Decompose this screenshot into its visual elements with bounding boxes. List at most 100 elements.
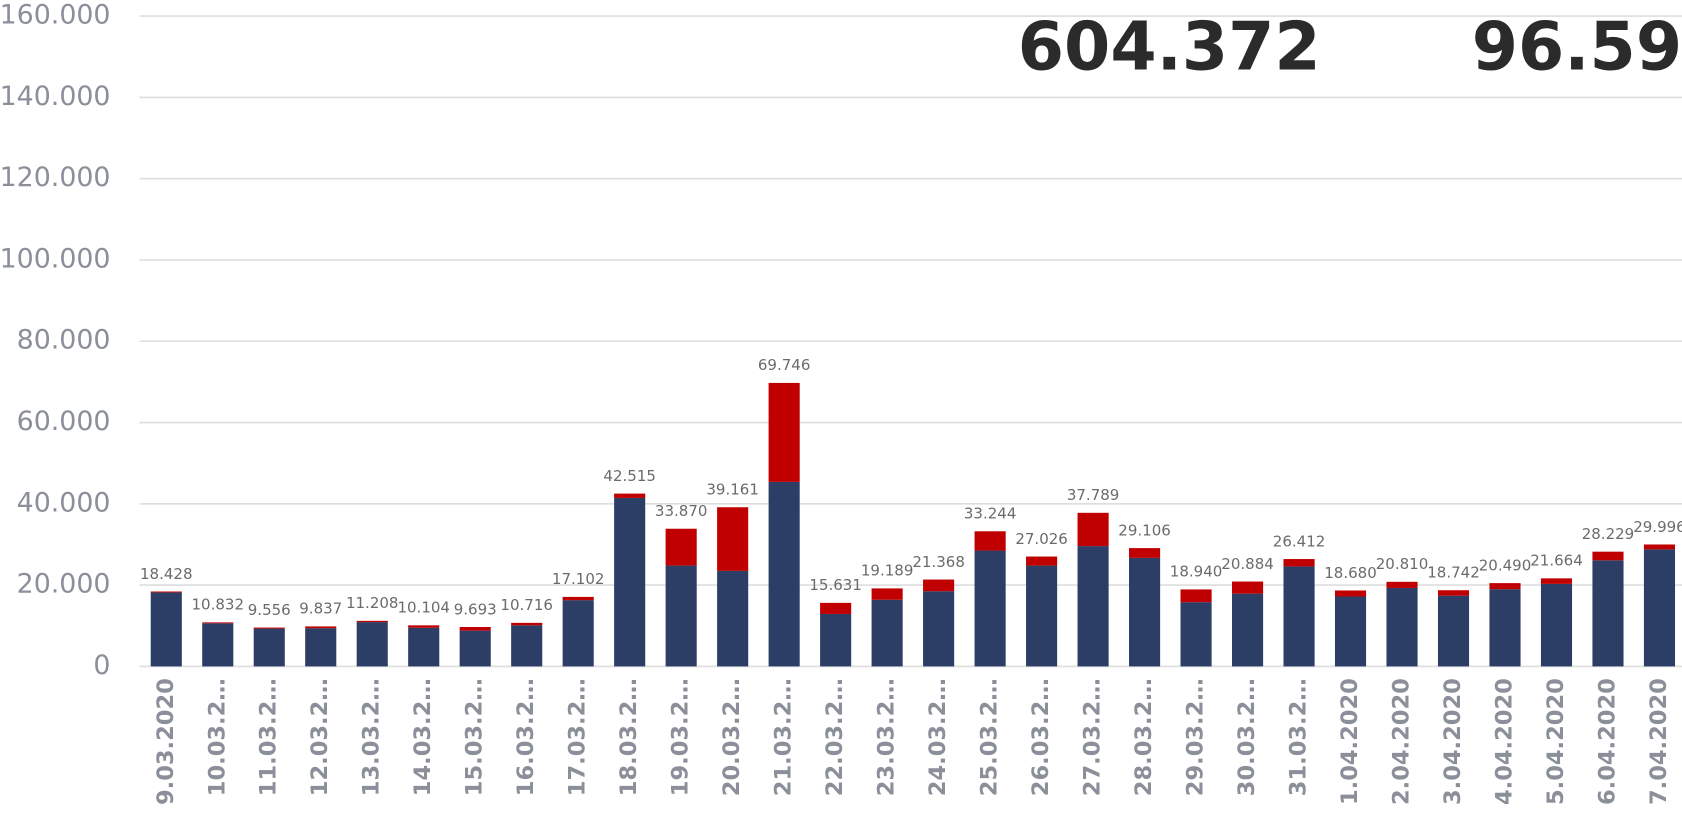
bar-segment [1592, 551, 1624, 561]
x-tick-label: 3.04.2020 [1440, 678, 1466, 805]
y-tick-label: 140.000 [0, 81, 110, 112]
bar-segment [202, 623, 234, 667]
x-tick-label: 21.03.2… [771, 678, 797, 796]
total-label: 18.940 [1170, 563, 1223, 581]
bar-segment [1026, 565, 1058, 667]
bar-segment [768, 481, 800, 667]
x-tick-label: 14.03.2… [410, 678, 436, 796]
bar-segment [665, 565, 697, 667]
x-tick-label: 22.03.2… [822, 678, 848, 796]
total-label: 20.490 [1479, 556, 1532, 574]
bar-segment [459, 630, 491, 667]
x-tick-label: 31.03.2… [1286, 678, 1312, 796]
x-tick-label: 7.04.2020 [1646, 678, 1672, 805]
x-tick-label: 30.03.2… [1234, 678, 1260, 796]
total-label: 19.189 [861, 562, 914, 580]
total-label: 21.368 [912, 553, 965, 571]
x-tick-label: 24.03.2… [925, 678, 951, 796]
y-tick-label: 100.000 [0, 243, 110, 274]
x-tick-label: 16.03.2… [513, 678, 539, 796]
total-label: 37.789 [1067, 486, 1120, 504]
bar-segment [1437, 595, 1470, 667]
bar-segment [253, 627, 285, 629]
bar-segment [1180, 589, 1212, 603]
bar-segment [150, 591, 182, 593]
x-tick-label: 1.04.2020 [1337, 678, 1363, 805]
bar-segment [1283, 566, 1315, 667]
total-label: 9.693 [454, 600, 497, 618]
bar-segment [1643, 544, 1676, 550]
bar-segment [305, 628, 337, 667]
bar-segment [1437, 590, 1470, 596]
bar-segment [923, 579, 955, 592]
x-tick-label: 12.03.2… [307, 678, 333, 796]
total-label: 69.746 [758, 356, 811, 374]
y-tick-label: 0 [93, 650, 110, 681]
y-tick-label: 80.000 [17, 325, 111, 356]
bar-segment [1232, 581, 1264, 594]
x-tick-label: 4.04.2020 [1492, 678, 1518, 805]
bar-segment [1129, 557, 1161, 667]
total-label: 18.680 [1324, 564, 1377, 582]
bar-segment [871, 588, 903, 600]
x-tick-label: 5.04.2020 [1543, 678, 1569, 805]
bar-segment [974, 550, 1006, 667]
total-annotation: 604.372 [1018, 8, 1321, 86]
bar-segment [562, 596, 594, 601]
bar-segment [1489, 583, 1521, 590]
bar-segment [614, 493, 646, 498]
x-tick-label: 18.03.2… [616, 678, 642, 796]
total-label: 10.104 [397, 599, 450, 617]
bar-segment [356, 622, 388, 667]
bar-segment [665, 528, 697, 566]
total-label: 15.631 [809, 576, 862, 594]
x-tick-label: 25.03.2… [977, 678, 1003, 796]
total-label: 42.515 [603, 467, 656, 485]
bar-segment [356, 620, 388, 623]
bar-segment [1232, 593, 1264, 667]
bar-segment [1540, 578, 1573, 584]
bar-segment [614, 497, 646, 667]
total-label: 11.208 [346, 594, 399, 612]
bar-segment [511, 622, 543, 626]
y-tick-label: 120.000 [0, 162, 110, 193]
y-tick-label: 160.000 [0, 0, 110, 31]
total-label: 9.556 [248, 601, 291, 619]
bar-segment [150, 592, 182, 667]
total-label: 27.026 [1015, 530, 1068, 548]
y-tick-label: 60.000 [17, 406, 111, 437]
total-label: 17.102 [552, 570, 605, 588]
x-tick-label: 11.03.2… [256, 678, 282, 796]
total-label: 18.742 [1427, 564, 1480, 582]
bar-segment [562, 600, 594, 667]
x-tick-label: 19.03.2… [668, 678, 694, 796]
bar-segment [1592, 560, 1624, 667]
bar-segment [511, 625, 543, 667]
x-tick-label: 29.03.2… [1183, 678, 1209, 796]
bar-segment [820, 613, 852, 667]
bar-segment [1129, 548, 1161, 558]
total-label: 10.832 [191, 596, 244, 614]
bar-segment [1283, 559, 1315, 567]
total-label: 9.837 [299, 600, 342, 618]
total-label: 39.161 [706, 481, 759, 499]
total-label: 20.884 [1221, 555, 1274, 573]
bar-segment [1180, 602, 1212, 667]
x-tick-label: 26.03.2… [1028, 678, 1054, 796]
bar-segment [1489, 589, 1521, 667]
total-label: 29.996 [1633, 518, 1682, 536]
total-label: 10.716 [500, 596, 553, 614]
bar-segment [305, 626, 337, 629]
bar-segment [202, 622, 234, 624]
x-tick-label: 17.03.2… [565, 678, 591, 796]
total-annotation: 96.596 [1472, 8, 1682, 86]
total-label: 26.412 [1273, 532, 1326, 550]
bar-segment [1540, 583, 1573, 667]
bar-segment [459, 627, 491, 631]
total-label: 28.229 [1582, 525, 1635, 543]
bar-segment [1386, 587, 1418, 667]
bar-segment [974, 531, 1006, 551]
y-tick-label: 40.000 [17, 487, 111, 518]
bar-segment [408, 627, 440, 667]
